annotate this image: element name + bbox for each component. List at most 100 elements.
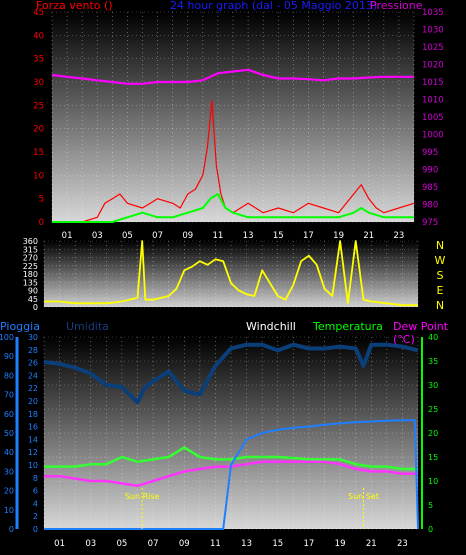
pressure-series-line [51, 68, 414, 85]
x-tick-label: 05 [122, 231, 133, 241]
direction-tick-label: 360 [23, 237, 38, 246]
x-tick-label: 13 [243, 231, 254, 241]
direction-tick-label: 0 [33, 303, 38, 312]
temperature-tick-label: 30 [428, 381, 438, 390]
gust-series-line [52, 100, 415, 223]
pressure-tick-label: 1005 [422, 113, 444, 123]
wind-tick-label: 25 [33, 101, 44, 111]
pressure-tick-label: 975 [422, 218, 438, 228]
direction-tick-label: 45 [28, 295, 38, 304]
average-wind-series-line [52, 193, 414, 223]
wind-tick-label: 40 [33, 31, 44, 41]
x-tick-label: 21 [363, 231, 374, 241]
direction-tick-label: 135 [23, 278, 38, 287]
compass-label: E [437, 284, 444, 297]
direction-tick-label: 315 [23, 245, 38, 254]
rain-tick-label: 80 [4, 371, 14, 380]
rain-tick-label: 90 [4, 352, 14, 361]
humidity-tick-label: 4 [33, 499, 38, 508]
x-tick-label: 09 [179, 539, 190, 549]
x-tick-label: 11 [213, 231, 224, 241]
x-tick-label: 07 [152, 231, 163, 241]
humidity-tick-label: 12 [28, 448, 38, 457]
pressure-tick-label: 990 [422, 166, 438, 176]
rain-tick-label: 30 [4, 467, 14, 476]
compass-label: W [435, 254, 446, 267]
direction-tick-label: 270 [23, 254, 38, 263]
x-tick-label: 17 [303, 231, 314, 241]
x-tick-label: 13 [241, 539, 252, 549]
wind-tick-label: 10 [33, 171, 44, 181]
x-tick-label: 23 [397, 539, 408, 549]
humidity-tick-label: 22 [28, 384, 38, 393]
compass-label: N [436, 239, 444, 252]
wind-tick-label: 30 [33, 78, 44, 88]
pressure-tick-label: 985 [422, 183, 438, 193]
x-tick-label: 03 [92, 231, 103, 241]
windchill-legend: Windchill [246, 320, 296, 333]
pressure-tick-label: 980 [422, 201, 438, 211]
sunset-label: Sun Set [348, 492, 379, 501]
pressure-tick-label: 995 [422, 148, 438, 158]
wind-tick-label: 45 [33, 8, 44, 18]
humidity-tick-label: 8 [33, 474, 38, 483]
humidity-tick-label: 6 [33, 487, 38, 496]
rain-tick-label: 70 [4, 391, 14, 400]
x-tick-label: 15 [273, 231, 284, 241]
chart-title: 24 hour graph (dal - 05 Maggio 2013) [170, 0, 378, 12]
x-tick-label: 05 [117, 539, 128, 549]
temperature-tick-label: 0 [428, 525, 433, 534]
humidity-tick-label: 18 [28, 410, 38, 419]
temperature-tick-label: 35 [428, 357, 438, 366]
x-tick-label: 15 [272, 539, 283, 549]
x-tick-label: 01 [54, 539, 65, 549]
x-tick-label: 19 [333, 231, 344, 241]
rain-tick-label: 20 [4, 487, 14, 496]
wind-tick-label: 0 [39, 218, 44, 228]
rain-tick-label: 60 [4, 410, 14, 419]
humidity-tick-label: 10 [28, 461, 38, 470]
x-tick-label: 17 [304, 539, 315, 549]
humidity-tick-label: 2 [33, 512, 38, 521]
humidity-tick-label: 28 [28, 346, 38, 355]
pressure-tick-label: 1015 [422, 78, 444, 88]
humidity-tick-label: 26 [28, 359, 38, 368]
humidity-series-line [43, 342, 419, 405]
x-tick-label: 21 [366, 539, 377, 549]
wind-tick-label: 20 [33, 125, 44, 135]
rain-tick-label: 100 [0, 333, 14, 342]
wind-tick-label: 15 [33, 148, 44, 158]
x-tick-label: 09 [182, 231, 193, 241]
x-tick-label: 07 [148, 539, 159, 549]
rain-tick-label: 50 [4, 429, 14, 438]
wind-tick-label: 5 [39, 195, 44, 205]
temperature-legend: Temperatura [313, 320, 383, 333]
wind-direction-series-line [44, 240, 418, 307]
pressure-tick-label: 1010 [422, 96, 444, 106]
humidity-tick-label: 16 [28, 423, 38, 432]
temperature-tick-label: 25 [428, 405, 438, 414]
wind-axis-title: Forza vento () [36, 0, 113, 12]
compass-label: S [437, 269, 444, 282]
rain-tick-label: 0 [9, 525, 14, 534]
pressure-tick-label: 1030 [422, 26, 444, 36]
temperature-tick-label: 15 [428, 453, 438, 462]
rain-tick-label: 40 [4, 448, 14, 457]
rain-tick-label: 10 [4, 506, 14, 515]
humidity-axis-title: Umidita [66, 320, 109, 333]
x-tick-label: 11 [210, 539, 221, 549]
humidity-tick-label: 0 [33, 525, 38, 534]
temperature-tick-label: 10 [428, 477, 438, 486]
pressure-tick-label: 1020 [422, 61, 444, 71]
temperature-tick-label: 40 [428, 333, 438, 342]
rain-series-line [44, 419, 419, 530]
wind-tick-label: 35 [33, 55, 44, 65]
humidity-tick-label: 20 [28, 397, 38, 406]
temperature-tick-label: 5 [428, 501, 433, 510]
compass-label: N [436, 299, 444, 312]
direction-tick-label: 225 [23, 262, 38, 271]
x-tick-label: 01 [62, 231, 73, 241]
humidity-tick-label: 14 [28, 435, 38, 444]
